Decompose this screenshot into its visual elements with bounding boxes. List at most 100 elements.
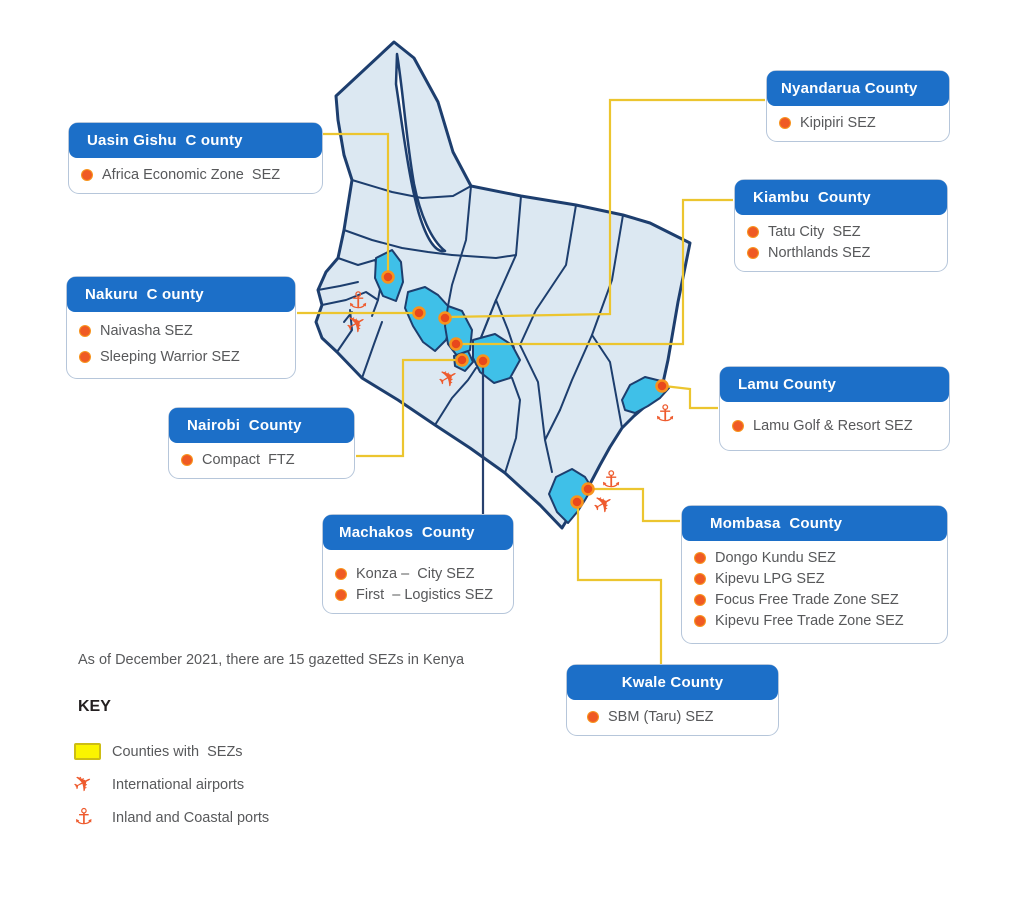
callout-connectors — [297, 98, 765, 664]
county-name: Kwale County — [567, 665, 778, 700]
sez-label: Compact FTZ — [202, 451, 295, 468]
county-callout-lamu: Lamu County Lamu Golf & Resort SEZ — [719, 366, 950, 451]
county-name: Uasin Gishu C ounty — [69, 123, 322, 158]
anchor-icon: ⚓ — [74, 804, 94, 830]
sez-label: Africa Economic Zone SEZ — [102, 166, 281, 183]
sez-label: Konza – City SEZ — [356, 565, 475, 582]
sez-item: Naivasha SEZ — [79, 318, 283, 344]
sez-bullet-icon — [694, 614, 706, 627]
map-key-legend: Counties with SEZs ✈ International airpo… — [69, 735, 269, 834]
sez-item: Focus Free Trade Zone SEZ — [694, 589, 935, 610]
gazetted-sez-note: As of December 2021, there are 15 gazett… — [78, 652, 465, 668]
county-name: Mombasa County — [682, 506, 947, 541]
sez-bullet-icon — [747, 246, 759, 259]
connector-lamu — [663, 384, 718, 410]
county-callout-uasin-gishu: Uasin Gishu C ounty Africa Economic Zone… — [68, 122, 323, 194]
sez-bullet-icon — [335, 567, 347, 580]
county-shape-nakuru — [404, 286, 453, 352]
county-callout-machakos: Machakos County Konza – City SEZ First –… — [322, 514, 514, 614]
sez-item: Compact FTZ — [181, 449, 342, 470]
legend-label: Counties with SEZs — [112, 743, 243, 760]
county-callout-nyandarua: Nyandarua County Kipipiri SEZ — [766, 70, 950, 142]
sez-bullet-icon — [694, 551, 706, 564]
anchor-icon: ⚓ — [601, 467, 622, 493]
sez-dot-nakuru-2 — [438, 311, 452, 325]
sez-label: Northlands SEZ — [768, 244, 871, 261]
sez-dot-uasin-gishu — [381, 270, 395, 284]
sez-location-dots — [381, 270, 669, 509]
connector-nyandarua — [446, 98, 765, 319]
sez-item: Northlands SEZ — [747, 242, 935, 263]
sez-item: Kipevu Free Trade Zone SEZ — [694, 610, 935, 631]
highlighted-counties — [374, 249, 670, 524]
sez-dot-nakuru-1 — [412, 306, 426, 320]
anchor-icon: ⚓ — [655, 401, 676, 427]
connector-mombasa — [590, 487, 680, 523]
sez-bullet-icon — [79, 351, 91, 363]
sez-bullet-icon — [694, 593, 706, 606]
legend-label: Inland and Coastal ports — [112, 809, 270, 826]
county-name: Kiambu County — [735, 180, 947, 215]
sez-bullet-icon — [732, 419, 744, 432]
sez-label: First – Logistics SEZ — [356, 586, 493, 603]
sez-dot-kwale — [570, 495, 584, 509]
county-name: Nairobi County — [169, 408, 354, 443]
sez-dot-machakos — [476, 354, 490, 368]
sez-dot-mombasa — [581, 482, 595, 496]
county-name: Nakuru C ounty — [67, 277, 295, 312]
sez-label: Naivasha SEZ — [100, 323, 193, 339]
county-shape-machakos — [472, 333, 521, 384]
sez-item: Kipevu LPG SEZ — [694, 568, 935, 589]
legend-item-ports: ⚓ Inland and Coastal ports — [74, 801, 269, 834]
sez-dot-lamu — [655, 379, 669, 393]
sez-label: Focus Free Trade Zone SEZ — [715, 591, 899, 608]
county-callout-nakuru: Nakuru C ounty Naivasha SEZ Sleeping War… — [66, 276, 296, 379]
sez-label: Lamu Golf & Resort SEZ — [753, 417, 913, 434]
lake-turkana — [394, 52, 447, 253]
anchor-icon: ⚓ — [348, 288, 369, 314]
sez-item: Africa Economic Zone SEZ — [81, 164, 310, 185]
connector-nairobi — [356, 358, 461, 458]
county-callout-mombasa: Mombasa County Dongo Kundu SEZ Kipevu LP… — [681, 505, 948, 644]
county-callout-nairobi: Nairobi County Compact FTZ — [168, 407, 355, 479]
sez-item: Tatu City SEZ — [747, 221, 935, 242]
sez-item: SBM (Taru) SEZ — [579, 706, 766, 727]
connector-uasin-gishu — [323, 132, 390, 276]
sez-label: Dongo Kundu SEZ — [715, 549, 836, 566]
sez-bullet-icon — [694, 572, 706, 585]
sez-bullet-icon — [335, 588, 347, 601]
sez-item: Sleeping Warrior SEZ — [79, 344, 283, 370]
sez-item: Dongo Kundu SEZ — [694, 547, 935, 568]
county-name: Lamu County — [720, 367, 949, 402]
key-title: KEY — [78, 698, 111, 715]
sez-bullet-icon — [779, 116, 791, 129]
sez-label: Kipevu Free Trade Zone SEZ — [715, 612, 904, 629]
sez-dot-nairobi — [455, 353, 469, 367]
legend-label: International airports — [112, 776, 245, 793]
sez-label: Kipipiri SEZ — [800, 114, 876, 131]
county-callout-kwale: Kwale County SBM (Taru) SEZ — [566, 664, 779, 736]
sez-label: Sleeping Warrior SEZ — [100, 349, 240, 365]
sez-bullet-icon — [181, 453, 193, 466]
legend-item-airports: ✈ International airports — [69, 768, 269, 801]
airplane-icon: ✈ — [68, 768, 99, 801]
sez-bullet-icon — [81, 168, 93, 181]
connector-kiambu — [458, 198, 733, 346]
sez-label: Kipevu LPG SEZ — [715, 570, 825, 587]
sez-item: Lamu Golf & Resort SEZ — [732, 415, 937, 436]
legend-item-counties: Counties with SEZs — [74, 735, 269, 768]
sez-label: SBM (Taru) SEZ — [608, 708, 714, 725]
county-borders — [317, 179, 624, 474]
sez-bullet-icon — [79, 325, 91, 337]
county-name: Machakos County — [323, 515, 513, 550]
sez-label: Tatu City SEZ — [768, 223, 861, 240]
sez-item: Kipipiri SEZ — [779, 112, 937, 133]
connector-kwale — [576, 504, 663, 664]
county-name: Nyandarua County — [767, 71, 949, 106]
county-callout-kiambu: Kiambu County Tatu City SEZ Northlands S… — [734, 179, 948, 272]
sez-bullet-icon — [587, 710, 599, 723]
sez-item: First – Logistics SEZ — [335, 584, 501, 605]
sez-item: Konza – City SEZ — [335, 563, 501, 584]
sez-bullet-icon — [747, 225, 759, 238]
